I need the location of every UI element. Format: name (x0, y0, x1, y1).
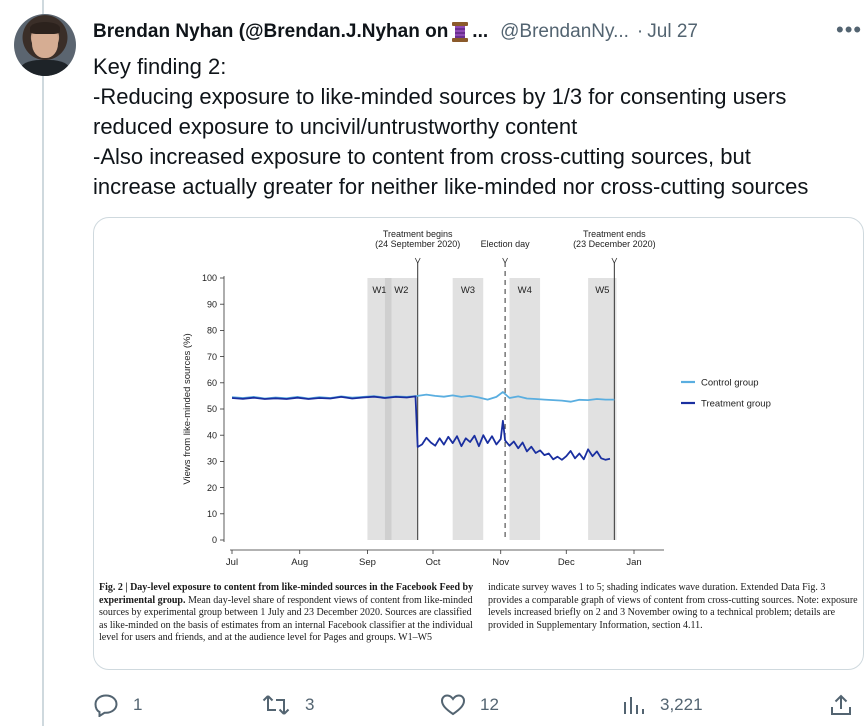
separator-dot: · (636, 21, 644, 42)
y-tick-label: 80 (207, 326, 217, 336)
line-chart: W1 W2 W3 W4 W5 0 10 20 30 40 50 60 70 80 90 100 Views f… (182, 229, 771, 568)
event-arrow (502, 257, 508, 264)
wave-band (452, 278, 484, 540)
tweet-text: Key finding 2: -Reducing exposure to lik… (93, 52, 863, 202)
legend-label: Treatment group (701, 399, 771, 410)
series-line (231, 395, 611, 461)
spool-of-thread-icon (452, 22, 469, 42)
x-tick-label: Sep (359, 557, 376, 568)
tweet-date[interactable]: Jul 27 (647, 21, 698, 42)
tweet-actions: 1 3 12 3,221 (0, 690, 867, 720)
figure-caption-title: Fig. 2 | Day-level exposure to content f… (99, 582, 474, 606)
wave-band (588, 278, 617, 540)
y-tick-label: 20 (207, 483, 217, 493)
x-tick-label: Aug (291, 557, 308, 568)
views-button[interactable]: 3,221 (622, 690, 703, 720)
y-tick-label: 70 (207, 352, 217, 362)
reply-icon (94, 694, 118, 717)
event-label: Treatment begins (383, 229, 453, 239)
user-handle[interactable]: @BrendanNy... (500, 21, 629, 42)
figure-caption-right: indicate survey waves 1 to 5; shading in… (488, 582, 858, 631)
y-axis-label: Views from like-minded sources (%) (182, 333, 193, 484)
like-button[interactable]: 12 (440, 690, 499, 720)
wave-label: W2 (394, 285, 408, 296)
tweet-header: Brendan Nyhan (@Brendan.J.Nyhan on ... @… (93, 20, 698, 44)
tweet-text-line: -Reducing exposure to like-minded source… (93, 84, 787, 109)
tweet-text-line: -Also increased exposure to content from… (93, 144, 751, 169)
y-tick-label: 40 (207, 430, 217, 440)
retweet-icon (262, 695, 290, 715)
y-tick-label: 90 (207, 299, 217, 309)
legend-label: Control group (701, 378, 759, 389)
event-arrow (611, 257, 618, 264)
avatar[interactable] (14, 14, 76, 76)
y-tick-label: 50 (207, 404, 217, 414)
wave-label: W3 (461, 285, 475, 296)
retweet-count: 3 (305, 695, 315, 714)
event-label: (23 December 2020) (573, 239, 656, 249)
x-tick-label: Oct (426, 557, 441, 568)
views-count: 3,221 (660, 695, 703, 714)
more-options-icon[interactable]: ••• (836, 17, 863, 42)
heart-icon (440, 694, 466, 716)
y-tick-label: 0 (212, 535, 217, 545)
y-tick-label: 100 (202, 273, 217, 283)
wave-band (384, 278, 418, 540)
share-button[interactable] (829, 690, 867, 720)
event-arrow (414, 257, 421, 264)
like-count: 12 (480, 695, 499, 714)
figure-caption-left: Fig. 2 | Day-level exposure to content f… (99, 582, 474, 645)
tweet-text-line: increase actually greater for neither li… (93, 174, 809, 199)
x-tick-label: Jul (226, 557, 238, 568)
display-name-truncation: ... (472, 21, 489, 42)
reply-count: 1 (133, 695, 143, 714)
wave-label: W4 (518, 285, 532, 296)
x-tick-label: Dec (558, 557, 575, 568)
figure-caption-body: Mean day-level share of respondent views… (99, 594, 473, 644)
tweet-text-line: Key finding 2: (93, 54, 227, 79)
wave-band (367, 278, 392, 540)
wave-label: W1 (372, 285, 386, 296)
event-label: (24 September 2020) (375, 239, 460, 249)
thread-line (42, 0, 44, 726)
views-chart-icon (624, 697, 644, 714)
event-label: Election day (481, 239, 531, 249)
y-tick-label: 30 (207, 457, 217, 467)
attached-figure-image[interactable]: W1 W2 W3 W4 W5 0 10 20 30 40 50 60 70 80 90 100 Views f… (93, 217, 864, 670)
retweet-button[interactable]: 3 (261, 690, 314, 720)
display-name[interactable]: Brendan Nyhan (@Brendan.J.Nyhan on (93, 21, 449, 42)
x-tick-label: Jan (626, 557, 641, 568)
x-tick-label: Nov (492, 557, 509, 568)
event-label: Treatment ends (583, 229, 646, 239)
tweet-text-line: reduced exposure to uncivil/untrustworth… (93, 114, 578, 139)
y-tick-label: 10 (207, 509, 217, 519)
series-line (231, 391, 615, 403)
y-tick-label: 60 (207, 378, 217, 388)
reply-button[interactable]: 1 (93, 690, 142, 720)
wave-band (509, 278, 541, 540)
share-icon (831, 694, 851, 715)
wave-label: W5 (595, 285, 609, 296)
